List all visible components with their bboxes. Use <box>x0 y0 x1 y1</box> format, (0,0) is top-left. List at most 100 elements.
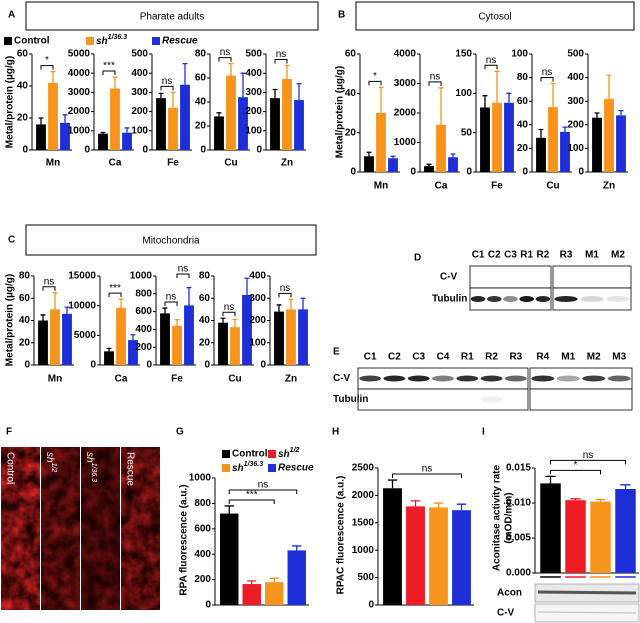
significance-bracket <box>368 80 382 86</box>
bar <box>62 313 72 365</box>
panel-letter: B <box>338 10 345 21</box>
blot-band <box>456 375 479 382</box>
y-tick-label: 0 <box>522 167 528 178</box>
bar <box>615 489 636 573</box>
error-bar <box>300 297 306 310</box>
significance-label: ns <box>542 67 553 78</box>
bar <box>218 322 228 365</box>
y-tick-label: 4000 <box>394 49 417 60</box>
panel-letter: D <box>414 253 421 264</box>
bar <box>226 75 236 150</box>
blot-band <box>537 590 637 595</box>
error-bar <box>296 83 302 101</box>
significance-bracket <box>102 70 116 76</box>
y-tick-label: 80 <box>199 271 211 282</box>
bar <box>238 97 248 150</box>
significance-bracket <box>160 85 174 91</box>
significance-bracket <box>550 469 601 475</box>
y-tick-label: 0.010 <box>506 498 531 509</box>
blot-band <box>519 296 534 302</box>
y-tick-label: 2000 <box>352 490 375 501</box>
y-tick-label: 60 <box>19 293 31 304</box>
y-tick-label: 20 <box>345 127 357 138</box>
significance-bracket <box>540 77 554 82</box>
y-tick-label: 40 <box>345 88 357 99</box>
row-label: C-V <box>440 272 458 283</box>
y-tick-label: 100 <box>511 49 528 60</box>
y-tick-label: 80 <box>19 271 31 282</box>
significance-bracket <box>228 489 298 494</box>
y-tick-label: 100 <box>245 125 262 136</box>
bar <box>48 82 58 150</box>
error-bar <box>426 163 432 167</box>
error-bar <box>378 86 384 113</box>
y-tick-label: 0 <box>578 167 584 178</box>
bar <box>388 158 398 172</box>
significance-label: ns <box>224 302 235 313</box>
blot-band <box>606 296 630 302</box>
bar <box>184 305 194 365</box>
legend-swatch <box>222 450 230 458</box>
bar <box>287 550 306 605</box>
bar <box>242 584 261 605</box>
legend-label: Rescue <box>278 463 314 474</box>
bar <box>565 500 586 573</box>
legend-swatch <box>268 450 276 458</box>
blot-box <box>529 388 633 411</box>
panel-letter: F <box>6 427 12 438</box>
error-bar <box>52 292 58 310</box>
blot-band <box>537 611 637 614</box>
error-bar <box>130 334 136 341</box>
title-box <box>355 1 635 31</box>
significance-label: * <box>45 55 49 66</box>
y-axis-label: RPAC fluorescence (a.u.) <box>336 476 347 595</box>
row-label: C-V <box>333 373 351 384</box>
significance-bracket <box>392 473 462 479</box>
micrograph: Control <box>1 447 40 610</box>
y-tick-label: 2500 <box>352 463 375 474</box>
title-box <box>25 224 317 256</box>
y-tick-label: 300 <box>245 87 262 98</box>
y-tick-label: 400 <box>249 271 266 282</box>
significance-label: *** <box>103 61 115 72</box>
error-bar <box>232 318 238 328</box>
blot-band <box>503 296 518 302</box>
blot-band <box>383 375 406 382</box>
significance-bracket <box>176 273 190 278</box>
error-bar <box>174 318 180 326</box>
error-bar <box>387 479 398 489</box>
y-tick-label: 500 <box>567 49 584 60</box>
y-tick-label: 400 <box>135 324 152 335</box>
x-label: Cu <box>224 158 237 169</box>
y-tick-label: 0 <box>205 600 211 611</box>
blot-band <box>607 375 631 382</box>
error-bar <box>456 503 467 511</box>
bar <box>616 115 626 172</box>
y-tick-label: 500 <box>131 49 148 60</box>
micrograph: sh1/36.3 <box>81 447 120 610</box>
error-bar <box>220 317 226 323</box>
y-tick-label: 1000 <box>352 545 375 556</box>
lane-label: R2 <box>485 352 498 363</box>
y-tick-label: 0.000 <box>506 568 531 579</box>
y-axis-label: Metal/protein (µg/g) <box>335 66 346 158</box>
error-bar <box>240 72 246 98</box>
error-bar <box>228 62 234 76</box>
y-tick-label: 0 <box>142 145 148 156</box>
bar <box>116 308 126 365</box>
y-tick-label: 400 <box>245 68 262 79</box>
error-bar <box>50 70 56 83</box>
error-bar <box>482 95 488 108</box>
bar <box>560 131 570 172</box>
y-tick-label: 300 <box>131 87 148 98</box>
lane-label: M3 <box>612 352 626 363</box>
y-tick-label: 200 <box>567 119 584 130</box>
legend-swatch <box>4 37 12 45</box>
significance-bracket <box>484 64 498 70</box>
significance-bracket <box>164 301 178 307</box>
error-bar <box>450 153 456 158</box>
error-bar <box>247 580 257 585</box>
significance-bracket <box>42 286 56 291</box>
bar <box>282 78 292 150</box>
micrograph-signal <box>1 447 40 610</box>
